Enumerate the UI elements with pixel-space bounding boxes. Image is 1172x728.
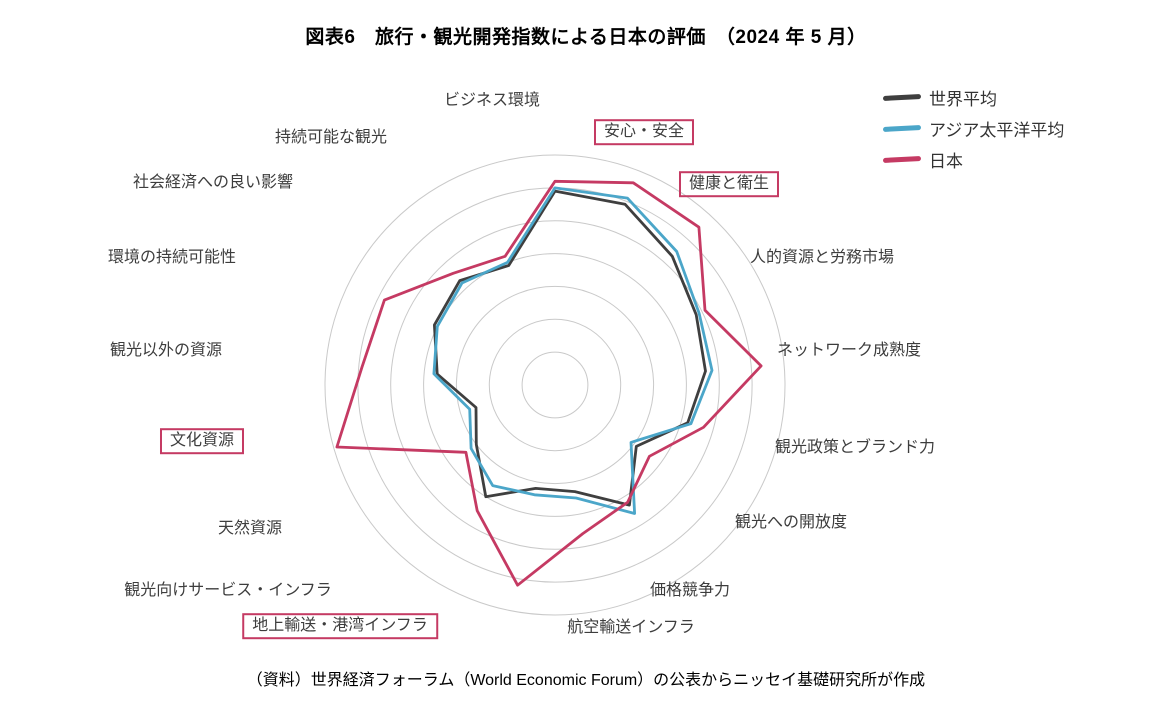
legend-item-japan: 日本 [882, 144, 1064, 175]
radar-grid-ring [357, 187, 753, 583]
chart-legend: 世界平均アジア太平洋平均 日本 [882, 82, 1065, 175]
radar-grid-ring [455, 285, 655, 485]
legend-item-world-average: 世界平均 [882, 82, 1064, 113]
source-note: （資料）世界経済フォーラム（World Economic Forum）の公表から… [246, 672, 926, 689]
axis-label-13: 観光以外の資源 [109, 342, 223, 360]
radar-grid-ring [324, 154, 786, 616]
legend-label: 世界平均 [929, 90, 997, 109]
radar-grid-ring [390, 220, 720, 550]
legend-label: 日本 [929, 152, 963, 171]
axis-label-highlighted-12: 文化資源 [159, 428, 245, 454]
figure-title: 図表6 旅行・観光開発指数による日本の評価 （2024 年 5 月） [305, 27, 867, 48]
radar-grid-ring [521, 351, 589, 419]
axis-label-11: 天然資源 [217, 520, 283, 538]
radar-grid-ring [423, 253, 687, 517]
series-world-average-line [432, 189, 707, 507]
axis-label-3: 人的資源と労務市場 [749, 249, 895, 267]
legend-item-asia-pacific-average: アジア太平洋平均 [882, 113, 1065, 144]
axis-label-0: ビジネス環境 [443, 92, 541, 110]
series-asia-pacific-average-line [432, 186, 714, 515]
axis-label-15: 社会経済への良い影響 [132, 174, 294, 192]
axis-label-highlighted-9: 地上輸送・港湾インフラ [242, 613, 438, 639]
legend-label: アジア太平洋平均 [929, 121, 1065, 140]
axis-label-5: 観光政策とブランド力 [774, 439, 936, 457]
axis-label-highlighted-2: 健康と衛生 [678, 171, 780, 197]
axis-label-16: 持続可能な観光 [274, 129, 388, 147]
axis-label-6: 観光への開放度 [734, 514, 848, 532]
radar-grid-ring [488, 318, 622, 452]
axis-label-8: 航空輸送インフラ [567, 619, 695, 637]
series-japan-line [335, 179, 763, 587]
axis-label-10: 観光向けサービス・インフラ [124, 582, 332, 600]
axis-label-4: ネットワーク成熟度 [776, 342, 922, 360]
axis-label-highlighted-1: 安心・安全 [593, 119, 695, 145]
axis-label-7: 価格競争力 [649, 582, 731, 600]
axis-label-14: 環境の持続可能性 [107, 249, 237, 267]
